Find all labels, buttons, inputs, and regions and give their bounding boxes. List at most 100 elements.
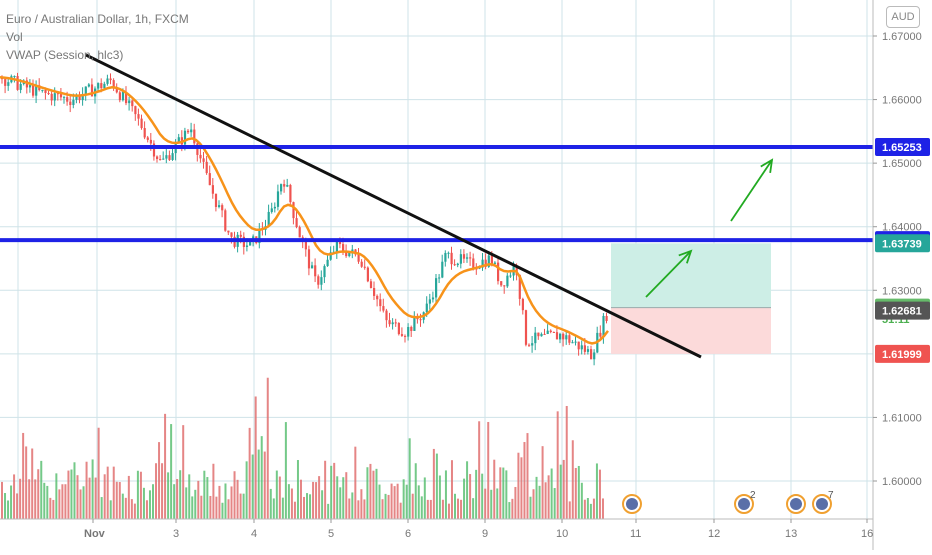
volume-bar: [553, 488, 556, 519]
price-label: 1.61999: [875, 344, 930, 363]
volume-bar: [508, 502, 511, 519]
event-icon[interactable]: [812, 494, 832, 514]
volume-bar: [37, 469, 40, 519]
candle-body: [47, 93, 50, 95]
volume-bar: [31, 448, 34, 519]
candle-body: [97, 83, 100, 89]
currency-button[interactable]: AUD: [886, 6, 920, 28]
volume-bar: [127, 475, 130, 519]
volume-bar: [460, 499, 463, 519]
candle-body: [19, 84, 22, 90]
volume-bar: [342, 477, 345, 519]
candle-body: [345, 251, 348, 257]
volume-bar: [444, 470, 447, 519]
volume-bar: [133, 503, 136, 519]
candle-body: [156, 156, 159, 160]
candle-body: [376, 295, 379, 300]
volume-bar: [176, 479, 179, 519]
volume-bar: [526, 433, 529, 519]
candle-body: [196, 143, 199, 155]
volume-bars: [1, 377, 604, 519]
volume-bar: [454, 493, 456, 519]
volume-bar: [91, 459, 94, 519]
candle-body: [7, 82, 10, 86]
vwap-line: [0, 76, 609, 345]
volume-bar: [287, 484, 290, 519]
price-tick-label: 1.60000: [882, 476, 922, 488]
time-tick-label: 10: [556, 528, 568, 540]
volume-bar: [203, 470, 206, 519]
volume-bar: [251, 454, 254, 519]
volume-bar: [293, 501, 296, 519]
volume-bar: [139, 471, 142, 519]
volume-bar: [245, 461, 248, 519]
volume-bar: [28, 479, 31, 519]
candle-body: [286, 185, 289, 187]
candle-body: [78, 95, 81, 101]
candle-body: [221, 205, 224, 211]
volume-bar: [188, 474, 191, 519]
candle-body: [202, 158, 205, 162]
volume-bar: [514, 486, 517, 519]
candle-body: [69, 101, 72, 106]
volume-bar: [13, 474, 16, 519]
candle-body: [357, 254, 360, 262]
volume-bar: [517, 452, 520, 519]
volume-bar: [511, 498, 514, 519]
event-icon[interactable]: [622, 494, 642, 514]
volume-bar: [541, 446, 544, 519]
event-icon[interactable]: [786, 494, 806, 514]
candle-body: [56, 93, 59, 95]
candle-body: [444, 252, 447, 262]
volume-bar: [369, 463, 372, 519]
candle-body: [534, 332, 537, 344]
volume-bar: [182, 425, 185, 519]
candle-body: [59, 94, 63, 98]
volume-bar: [568, 501, 571, 519]
symbol-title[interactable]: Euro / Australian Dollar, 1h, FXCM: [6, 12, 189, 26]
volume-bar: [351, 492, 354, 519]
volume-bar: [194, 489, 197, 519]
candle-body: [214, 193, 218, 207]
volume-bar: [363, 499, 366, 519]
candle-body: [227, 230, 230, 233]
candle-body: [131, 100, 134, 107]
volume-bar: [260, 436, 263, 519]
volume-bar: [94, 477, 97, 519]
volume-bar: [16, 493, 19, 519]
volume-bar: [315, 482, 318, 519]
volume-bar: [25, 446, 28, 519]
volume-bar: [79, 489, 82, 519]
volume-bar: [215, 496, 218, 519]
candle-body: [404, 335, 407, 337]
volume-bar: [565, 405, 568, 519]
volume-bar: [121, 493, 124, 519]
candle-body: [112, 80, 115, 89]
volume-bar: [43, 482, 46, 519]
candle-body: [413, 316, 416, 331]
candle-body: [397, 322, 400, 335]
event-icon[interactable]: [734, 494, 754, 514]
volume-bar: [547, 475, 550, 519]
volume-bar: [152, 484, 154, 519]
time-tick-label: 5: [328, 528, 334, 540]
volume-bar: [218, 485, 221, 519]
volume-indicator-label[interactable]: Vol: [6, 30, 23, 44]
vwap-indicator-label[interactable]: VWAP (Session, hlc3): [6, 48, 124, 62]
candle-body: [218, 205, 221, 207]
volume-bar: [242, 493, 245, 519]
volume-bar: [450, 460, 453, 519]
volume-bar: [396, 483, 399, 519]
candle-body: [602, 315, 605, 337]
candle-body: [118, 92, 121, 101]
volume-bar: [592, 498, 595, 519]
candle-body: [317, 276, 320, 285]
candle-body: [562, 333, 565, 340]
candle-body: [521, 298, 524, 311]
candle-body: [379, 299, 382, 307]
candle-body: [276, 191, 280, 207]
volume-bar: [432, 448, 435, 519]
volume-bar: [106, 466, 109, 519]
